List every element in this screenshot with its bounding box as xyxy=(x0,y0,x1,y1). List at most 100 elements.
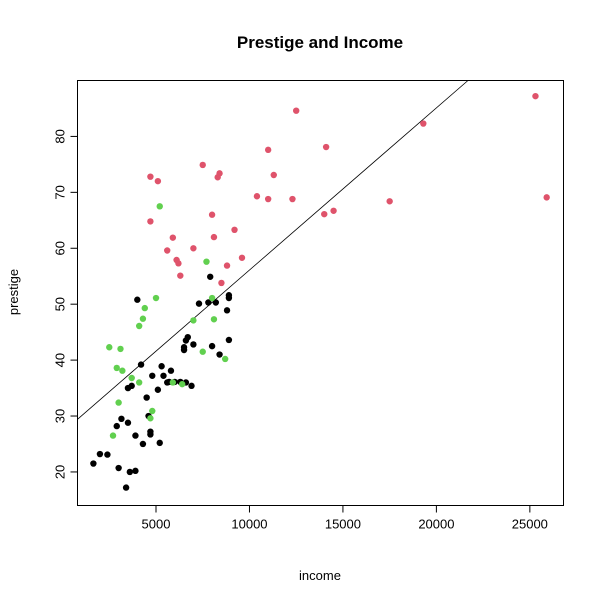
data-point xyxy=(184,333,191,341)
data-point xyxy=(134,296,141,303)
data-point xyxy=(190,341,197,348)
data-point xyxy=(156,439,163,447)
data-point xyxy=(188,382,195,390)
data-point xyxy=(199,161,206,169)
data-point xyxy=(180,346,188,354)
data-point xyxy=(135,322,143,330)
data-point xyxy=(223,262,231,269)
data-point xyxy=(154,177,162,185)
data-point xyxy=(203,258,210,265)
data-point xyxy=(289,195,296,203)
data-point xyxy=(225,292,233,299)
data-point xyxy=(169,234,177,241)
y-tick-label: 40 xyxy=(53,353,68,367)
data-point xyxy=(208,342,216,350)
data-point xyxy=(109,432,117,439)
data-point xyxy=(152,294,160,302)
data-point xyxy=(216,170,223,177)
data-point xyxy=(420,120,427,127)
data-point xyxy=(218,279,225,287)
y-axis-label: prestige xyxy=(6,269,21,315)
data-point xyxy=(199,348,206,355)
data-point xyxy=(195,300,203,307)
x-tick-label: 5000 xyxy=(142,517,171,532)
data-point xyxy=(96,450,104,458)
data-point xyxy=(147,173,154,180)
data-point xyxy=(119,367,126,374)
data-point xyxy=(149,372,156,379)
data-point xyxy=(175,260,182,267)
x-tick-label: 10000 xyxy=(231,517,267,532)
data-point xyxy=(322,143,330,151)
data-point xyxy=(264,195,272,203)
data-point xyxy=(169,379,177,386)
data-point xyxy=(386,198,393,205)
data-points xyxy=(90,92,550,491)
data-point xyxy=(223,307,231,314)
data-point xyxy=(330,207,337,214)
data-point xyxy=(190,245,197,252)
data-point xyxy=(208,294,216,302)
data-point xyxy=(128,374,135,382)
data-point xyxy=(113,422,120,430)
data-point xyxy=(158,363,165,370)
data-point xyxy=(117,345,124,353)
data-point xyxy=(293,107,300,114)
y-axis: 20 30 40 50 60 70 80 xyxy=(53,129,78,479)
data-point xyxy=(113,364,120,372)
data-point xyxy=(132,432,139,439)
data-point xyxy=(126,468,134,476)
data-point xyxy=(154,386,162,393)
data-point xyxy=(118,415,125,423)
x-tick-label: 15000 xyxy=(325,517,361,532)
data-point xyxy=(216,351,223,358)
y-tick-label: 80 xyxy=(53,129,68,143)
data-point xyxy=(270,171,277,179)
plot-area xyxy=(77,80,564,506)
data-point xyxy=(238,254,246,261)
data-point xyxy=(115,464,122,472)
data-point xyxy=(143,394,150,401)
data-point xyxy=(532,92,539,100)
x-tick-label: 25000 xyxy=(512,517,548,532)
data-point xyxy=(135,379,143,386)
data-point xyxy=(149,407,156,415)
data-point xyxy=(212,299,220,306)
data-point xyxy=(264,146,272,154)
y-tick-label: 60 xyxy=(53,241,68,255)
data-point xyxy=(178,380,186,388)
regression-line-group xyxy=(77,80,469,420)
data-point xyxy=(147,428,154,435)
data-point xyxy=(106,344,113,351)
data-point xyxy=(207,273,214,280)
data-point xyxy=(160,372,167,379)
data-point xyxy=(177,272,184,279)
data-point xyxy=(90,460,97,467)
y-tick-label: 20 xyxy=(53,465,68,479)
data-point xyxy=(221,355,229,363)
y-tick-label: 50 xyxy=(53,297,68,311)
x-tick-label: 20000 xyxy=(418,517,454,532)
data-point xyxy=(137,361,145,368)
x-axis: 5000 10000 15000 20000 25000 xyxy=(142,505,548,532)
data-point xyxy=(190,317,197,324)
y-tick-label: 30 xyxy=(53,409,68,423)
plot-frame xyxy=(77,80,564,506)
data-point xyxy=(115,399,122,406)
data-point xyxy=(141,304,148,312)
data-point xyxy=(139,440,147,448)
data-point xyxy=(147,415,154,422)
data-point xyxy=(543,194,550,201)
x-axis-label: income xyxy=(299,568,341,583)
data-point xyxy=(210,316,218,323)
data-point xyxy=(124,419,132,426)
data-point xyxy=(139,315,147,322)
data-point xyxy=(122,484,130,491)
data-point xyxy=(104,451,111,458)
data-point xyxy=(167,367,175,374)
data-point xyxy=(208,211,216,218)
data-point xyxy=(225,336,233,344)
chart-title: Prestige and Income xyxy=(237,33,403,52)
data-point xyxy=(156,203,163,210)
